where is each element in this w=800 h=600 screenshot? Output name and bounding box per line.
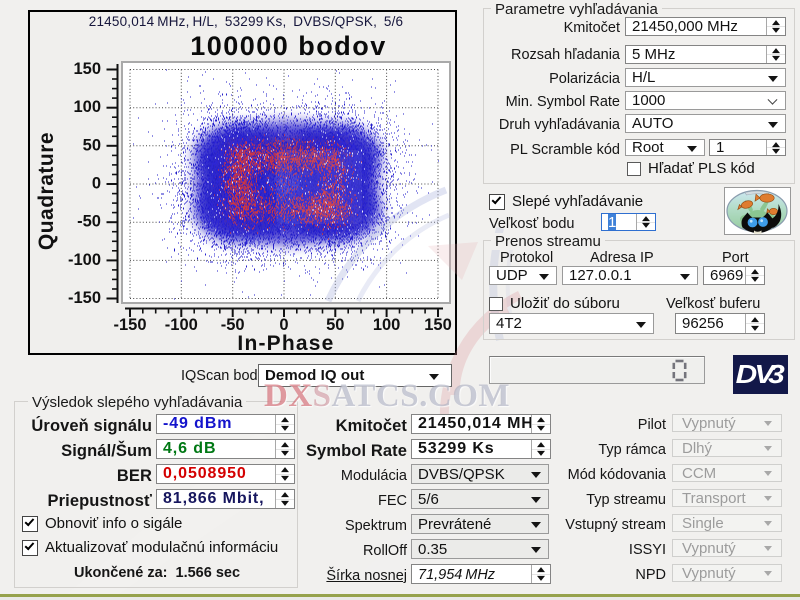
svg-text:-50: -50 (77, 213, 101, 231)
svg-text:-150: -150 (113, 316, 146, 334)
svg-text:0: 0 (92, 175, 101, 193)
svg-text:50: 50 (83, 136, 101, 154)
svg-text:100: 100 (73, 98, 101, 116)
svg-text:-50: -50 (221, 316, 245, 334)
svg-text:150: 150 (73, 60, 101, 78)
svg-text:50: 50 (326, 316, 344, 334)
svg-text:-100: -100 (165, 316, 198, 334)
svg-text:0: 0 (279, 316, 288, 334)
svg-text:150: 150 (424, 316, 452, 334)
svg-text:100: 100 (373, 316, 401, 334)
svg-text:-100: -100 (68, 251, 101, 269)
svg-text:-150: -150 (68, 289, 101, 307)
